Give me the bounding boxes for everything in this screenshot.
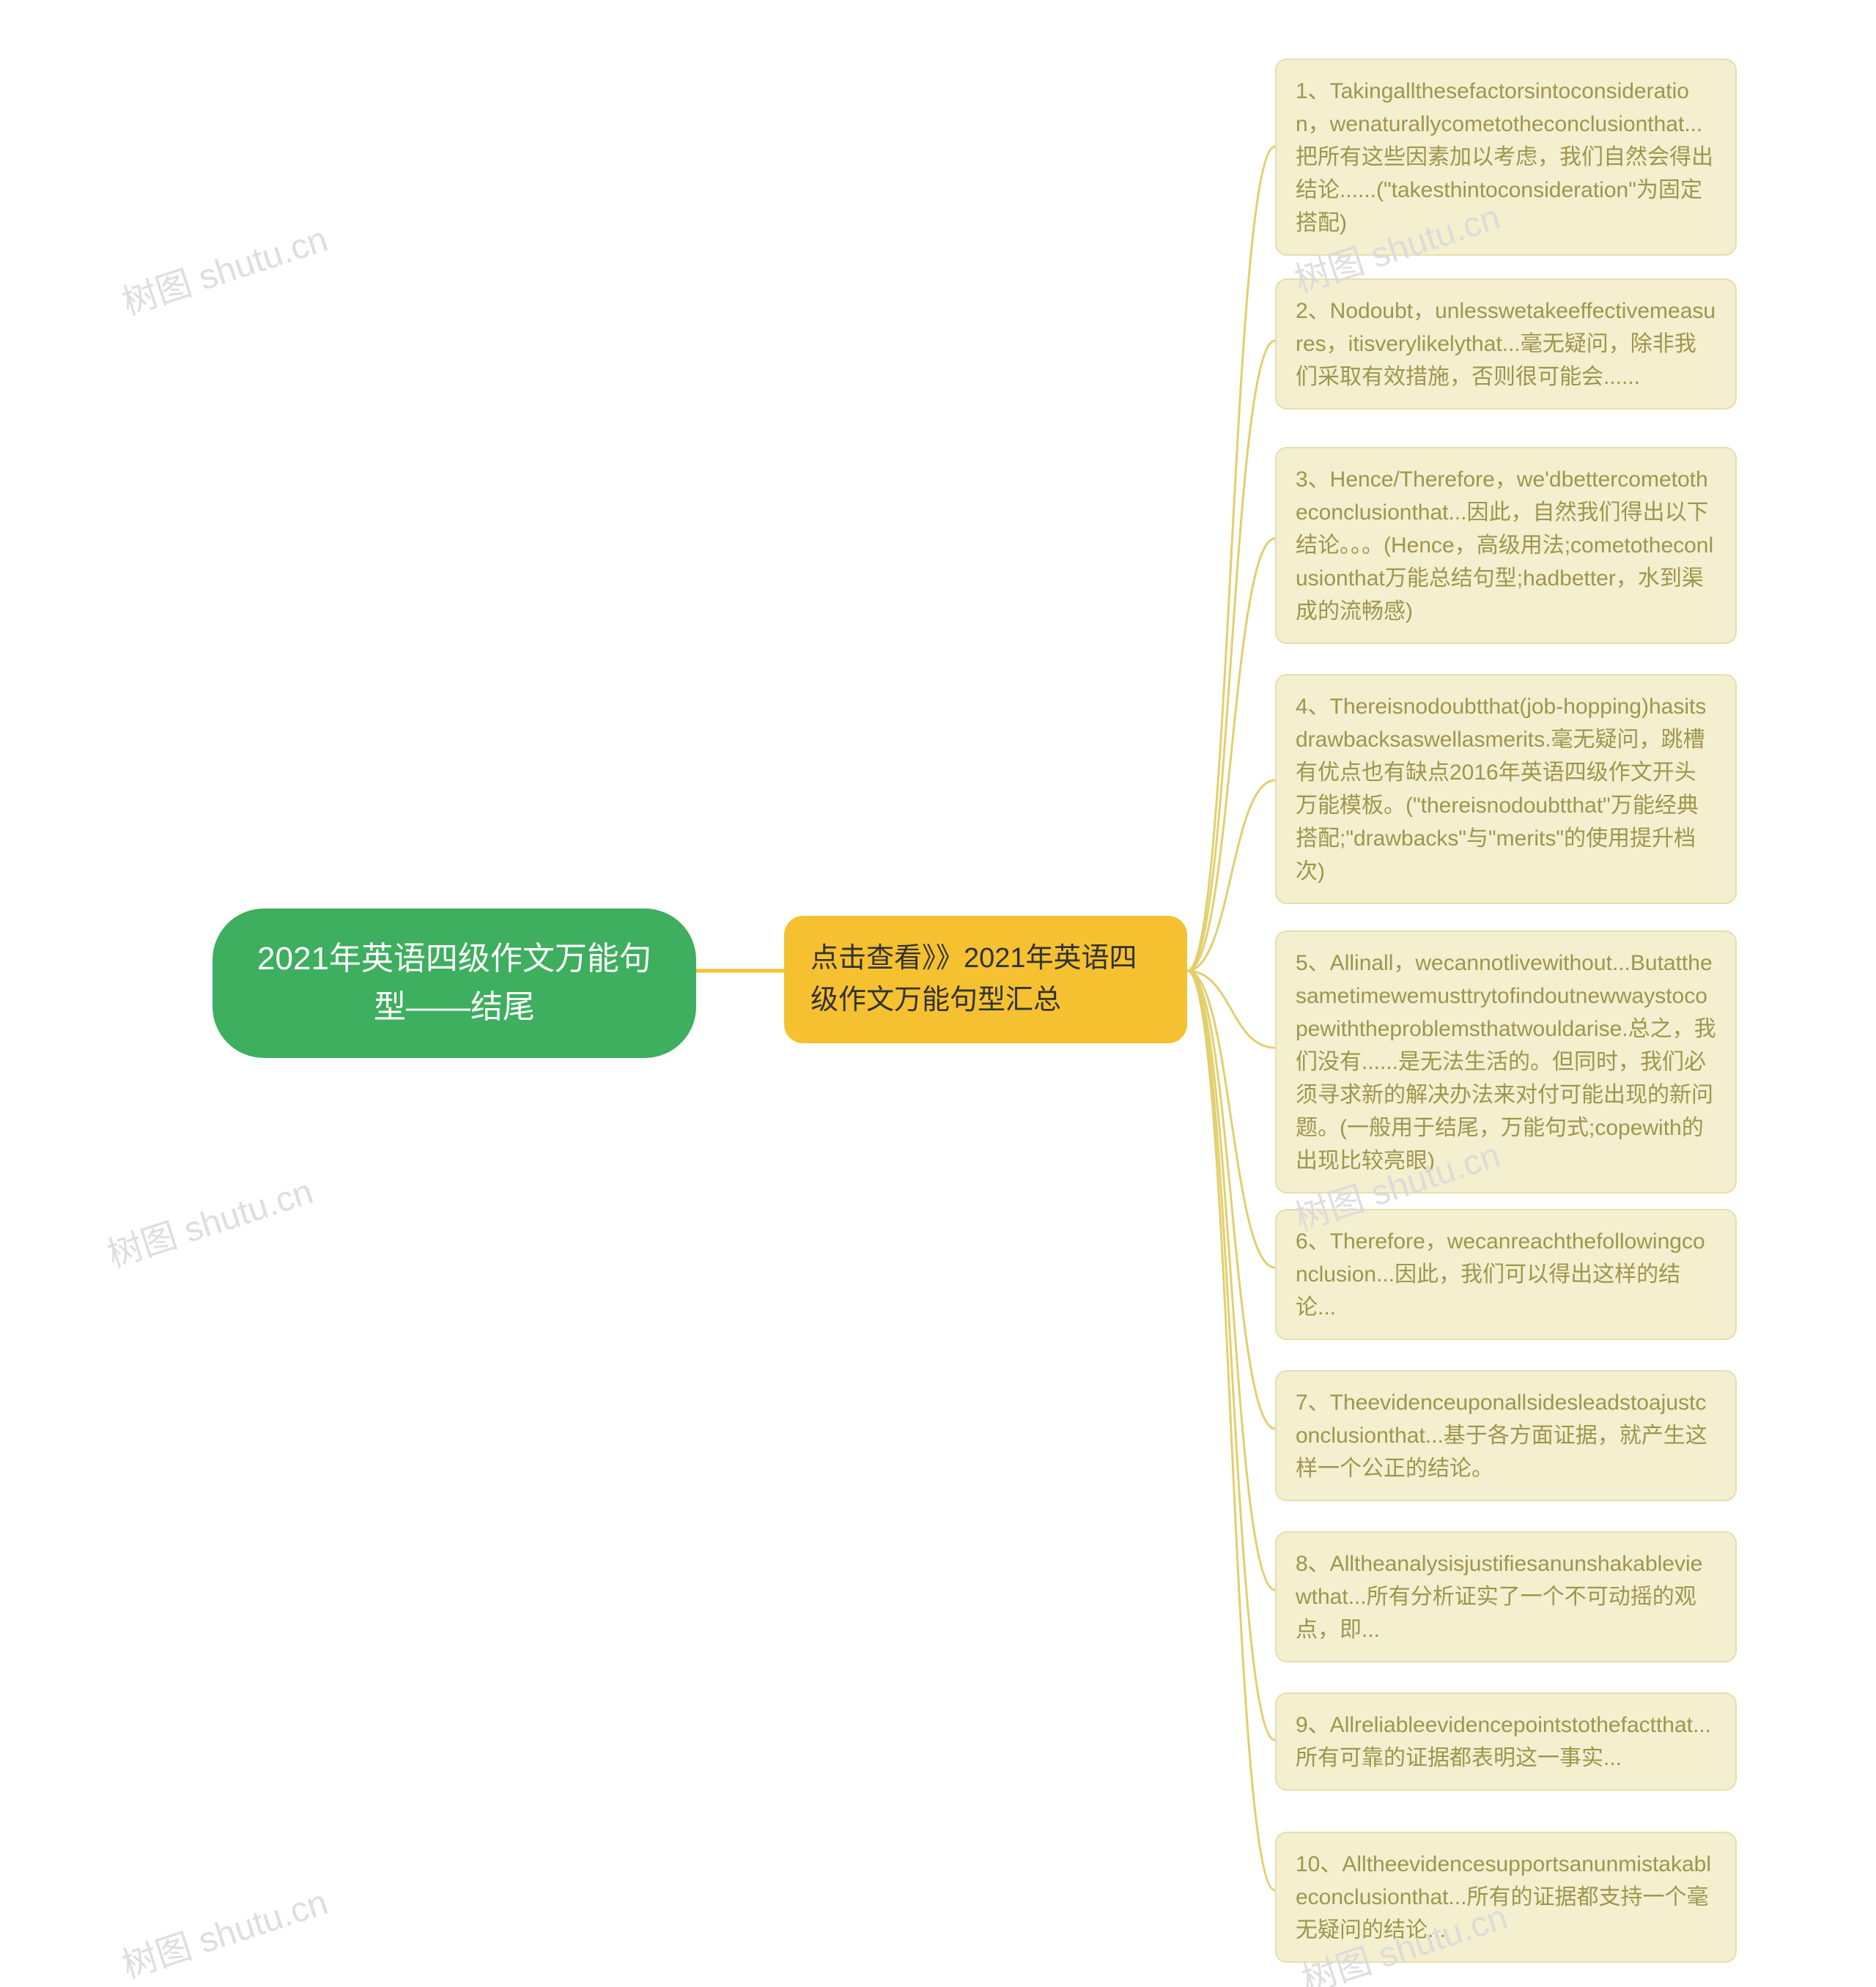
watermark: 树图 shutu.cn <box>114 1873 333 1987</box>
mindmap-root[interactable]: 2021年英语四级作文万能句型——结尾 <box>213 909 696 1058</box>
mindmap-leaf[interactable]: 10、Alltheevidencesupportsanunmistakablec… <box>1275 1832 1737 1963</box>
leaf-label: 5、Allinall，wecannotlivewithout...Butatth… <box>1296 951 1716 1173</box>
mindmap-leaf[interactable]: 9、Allreliableevidencepointstothefactthat… <box>1275 1692 1737 1791</box>
watermark: 树图 shutu.cn <box>100 1163 318 1277</box>
leaf-label: 10、Alltheevidencesupportsanunmistakablec… <box>1296 1852 1711 1942</box>
mindmap-branch[interactable]: 点击查看》》2021年英语四级作文万能句型汇总 <box>784 916 1187 1043</box>
mindmap-leaf[interactable]: 3、Hence/Therefore，we'dbettercometothecon… <box>1275 447 1737 644</box>
branch-label: 点击查看》》2021年英语四级作文万能句型汇总 <box>810 943 1137 1015</box>
leaf-label: 6、Therefore，wecanreachthefollowingconclu… <box>1296 1229 1705 1320</box>
mindmap-leaf[interactable]: 4、Thereisnodoubtthat(job-hopping)hasitsd… <box>1275 674 1737 904</box>
mindmap-leaf[interactable]: 7、Theevidenceuponallsidesleadstoajustcon… <box>1275 1370 1737 1501</box>
root-label: 2021年英语四级作文万能句型——结尾 <box>257 941 651 1025</box>
leaf-label: 1、Takingallthesefactorsintoconsideration… <box>1296 79 1713 235</box>
mindmap-leaf[interactable]: 6、Therefore，wecanreachthefollowingconclu… <box>1275 1209 1737 1340</box>
leaf-label: 9、Allreliableevidencepointstothefactthat… <box>1296 1713 1711 1770</box>
leaf-label: 4、Thereisnodoubtthat(job-hopping)hasitsd… <box>1296 695 1706 884</box>
mindmap-leaf[interactable]: 2、Nodoubt，unlesswetakeeffectivemeasures，… <box>1275 278 1737 410</box>
leaf-label: 8、Alltheanalysisjustifiesanunshakablevie… <box>1296 1552 1702 1642</box>
mindmap-leaf[interactable]: 5、Allinall，wecannotlivewithout...Butatth… <box>1275 930 1737 1194</box>
leaf-label: 7、Theevidenceuponallsidesleadstoajustcon… <box>1296 1391 1707 1481</box>
watermark: 树图 shutu.cn <box>114 210 333 325</box>
mindmap-leaf[interactable]: 8、Alltheanalysisjustifiesanunshakablevie… <box>1275 1531 1737 1662</box>
leaf-label: 3、Hence/Therefore，we'dbettercometothecon… <box>1296 467 1713 624</box>
leaf-label: 2、Nodoubt，unlesswetakeeffectivemeasures，… <box>1296 299 1716 389</box>
mindmap-leaf[interactable]: 1、Takingallthesefactorsintoconsideration… <box>1275 59 1737 256</box>
